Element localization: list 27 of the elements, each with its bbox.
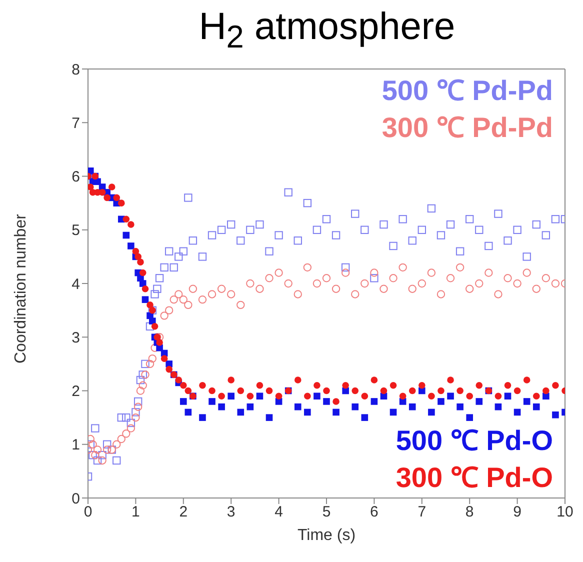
x-tick-label: 4 (274, 504, 283, 521)
text: 300 ℃ Pd-Pd (382, 111, 553, 145)
y-tick-label: 3 (72, 329, 80, 346)
y-tick-label: 7 (72, 114, 80, 132)
series-label: 500 ℃ Pd-O (396, 424, 553, 458)
y-tick-label: 5 (72, 222, 80, 240)
x-axis-title: Time (s) (297, 527, 356, 544)
text: 300 ℃ Pd-O (396, 461, 553, 495)
x-tick-label: 9 (513, 504, 522, 521)
x-tick-label: 7 (418, 504, 426, 521)
x-tick-label: 2 (179, 504, 188, 521)
y-tick-label: 0 (72, 490, 80, 508)
y-tick-label: 4 (72, 276, 80, 293)
x-tick-label: 6 (370, 504, 378, 521)
text: 500 ℃ Pd-Pd (382, 74, 553, 108)
y-tick-label: 2 (72, 383, 80, 400)
x-tick-label: 10 (556, 504, 574, 521)
x-tick-label: 8 (465, 504, 474, 521)
y-tick-label: 1 (72, 436, 80, 454)
y-tick-label: 8 (72, 61, 80, 78)
x-tick-label: 5 (322, 504, 331, 521)
y-axis-title: Coordination number (12, 213, 30, 364)
chart-title: H$_{2}$ atmosphere (198, 5, 456, 57)
x-tick-label: 3 (226, 504, 236, 521)
y-tick-label: 6 (72, 168, 80, 186)
x-tick-label: 1 (132, 504, 140, 521)
x-tick-label: 0 (84, 504, 92, 521)
